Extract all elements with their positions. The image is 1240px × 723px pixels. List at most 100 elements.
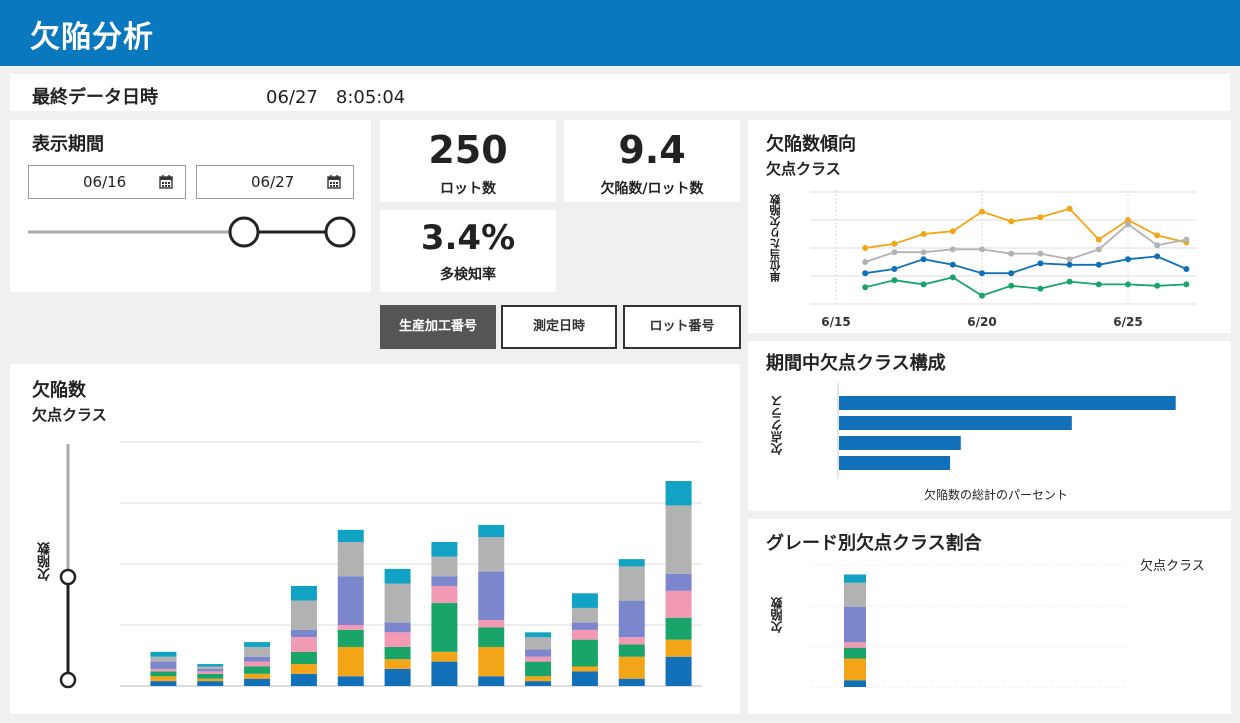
bar-segment[interactable]	[337, 625, 364, 630]
bar-segment[interactable]	[244, 646, 271, 657]
bar-segment[interactable]	[525, 649, 552, 657]
bar-segment[interactable]	[478, 627, 505, 647]
bar-segment[interactable]	[150, 676, 177, 682]
composition-bar[interactable]	[839, 416, 1072, 430]
series-point[interactable]	[1095, 261, 1102, 268]
bar-segment[interactable]	[525, 656, 552, 662]
bar-segment[interactable]	[844, 582, 866, 608]
series-point[interactable]	[920, 249, 927, 256]
bar-segment[interactable]	[618, 644, 645, 657]
bar-segment[interactable]	[431, 651, 458, 662]
bar-segment[interactable]	[290, 600, 317, 630]
series-point[interactable]	[949, 261, 956, 268]
group-by-measurement-date-button[interactable]: 測定日時	[501, 305, 617, 349]
bar-segment[interactable]	[337, 676, 364, 686]
bar-segment[interactable]	[244, 656, 271, 662]
calendar-icon[interactable]	[159, 175, 173, 189]
series-point[interactable]	[1183, 281, 1190, 288]
bar-segment[interactable]	[197, 664, 224, 667]
bar-segment[interactable]	[431, 576, 458, 586]
bar-segment[interactable]	[431, 603, 458, 652]
bar-segment[interactable]	[384, 659, 411, 669]
bar-segment[interactable]	[384, 646, 411, 660]
series-point[interactable]	[1008, 270, 1015, 277]
series-point[interactable]	[1125, 217, 1131, 223]
slider-start-handle[interactable]	[228, 216, 260, 248]
series-point[interactable]	[979, 270, 985, 277]
bar-segment[interactable]	[384, 583, 411, 623]
bar-segment[interactable]	[478, 571, 505, 621]
series-point[interactable]	[1154, 253, 1161, 260]
bar-segment[interactable]	[478, 537, 505, 572]
series-point[interactable]	[1066, 205, 1073, 212]
bar-segment[interactable]	[197, 668, 224, 672]
bar-segment[interactable]	[618, 600, 645, 638]
bar-segment[interactable]	[384, 622, 411, 633]
bar-segment[interactable]	[290, 637, 317, 652]
bar-segment[interactable]	[244, 642, 271, 647]
composition-bar[interactable]	[839, 456, 951, 470]
series-point[interactable]	[862, 270, 869, 277]
bar-segment[interactable]	[337, 629, 364, 647]
series-point[interactable]	[979, 246, 985, 253]
bar-segment[interactable]	[244, 678, 271, 686]
series-point[interactable]	[891, 277, 898, 284]
bar-segment[interactable]	[844, 680, 866, 687]
series-point[interactable]	[920, 256, 927, 263]
bar-segment[interactable]	[431, 542, 458, 557]
series-point[interactable]	[862, 259, 869, 265]
series-point[interactable]	[949, 246, 956, 253]
bar-segment[interactable]	[525, 681, 552, 686]
series-point[interactable]	[949, 274, 956, 281]
series-point[interactable]	[862, 245, 869, 251]
bar-segment[interactable]	[665, 481, 692, 506]
series-point[interactable]	[1095, 236, 1102, 243]
defects-range-slider[interactable]	[54, 438, 82, 690]
bar-segment[interactable]	[197, 671, 224, 674]
series-point[interactable]	[1037, 260, 1044, 267]
series-point[interactable]	[1008, 282, 1015, 289]
bar-segment[interactable]	[618, 559, 645, 567]
bar-segment[interactable]	[525, 661, 552, 677]
bar-segment[interactable]	[571, 666, 598, 672]
calendar-icon[interactable]	[327, 175, 341, 189]
bar-segment[interactable]	[618, 566, 645, 601]
series-point[interactable]	[1095, 281, 1102, 288]
bar-segment[interactable]	[665, 573, 692, 591]
series-point[interactable]	[1066, 261, 1073, 268]
bar-segment[interactable]	[290, 673, 317, 686]
bar-segment[interactable]	[244, 666, 271, 674]
bar-segment[interactable]	[384, 568, 411, 584]
series-point[interactable]	[949, 228, 956, 235]
bar-segment[interactable]	[290, 651, 317, 665]
series-point[interactable]	[979, 292, 985, 299]
series-point[interactable]	[1125, 281, 1131, 288]
series-point[interactable]	[1183, 236, 1190, 243]
bar-segment[interactable]	[525, 637, 552, 650]
bar-segment[interactable]	[150, 661, 177, 669]
bar-segment[interactable]	[337, 542, 364, 577]
series-point[interactable]	[920, 281, 927, 288]
bar-segment[interactable]	[197, 666, 224, 669]
bar-segment[interactable]	[290, 629, 317, 638]
bar-segment[interactable]	[665, 617, 692, 640]
series-point[interactable]	[1154, 282, 1161, 289]
series-point[interactable]	[1066, 256, 1073, 263]
series-point[interactable]	[1154, 232, 1161, 239]
group-by-lot-number-button[interactable]: ロット番号	[623, 305, 741, 349]
series-point[interactable]	[1037, 285, 1044, 292]
bar-segment[interactable]	[665, 590, 692, 618]
bar-segment[interactable]	[478, 524, 505, 538]
composition-bar[interactable]	[839, 396, 1176, 410]
bar-segment[interactable]	[571, 639, 598, 667]
series-point[interactable]	[891, 266, 898, 272]
bar-segment[interactable]	[150, 651, 177, 657]
series-point[interactable]	[1008, 218, 1015, 225]
bar-segment[interactable]	[571, 593, 598, 608]
bar-segment[interactable]	[844, 574, 866, 583]
series-point[interactable]	[979, 208, 985, 215]
bar-segment[interactable]	[150, 681, 177, 686]
bar-segment[interactable]	[244, 661, 271, 667]
bar-segment[interactable]	[618, 656, 645, 679]
series-point[interactable]	[1125, 256, 1131, 263]
